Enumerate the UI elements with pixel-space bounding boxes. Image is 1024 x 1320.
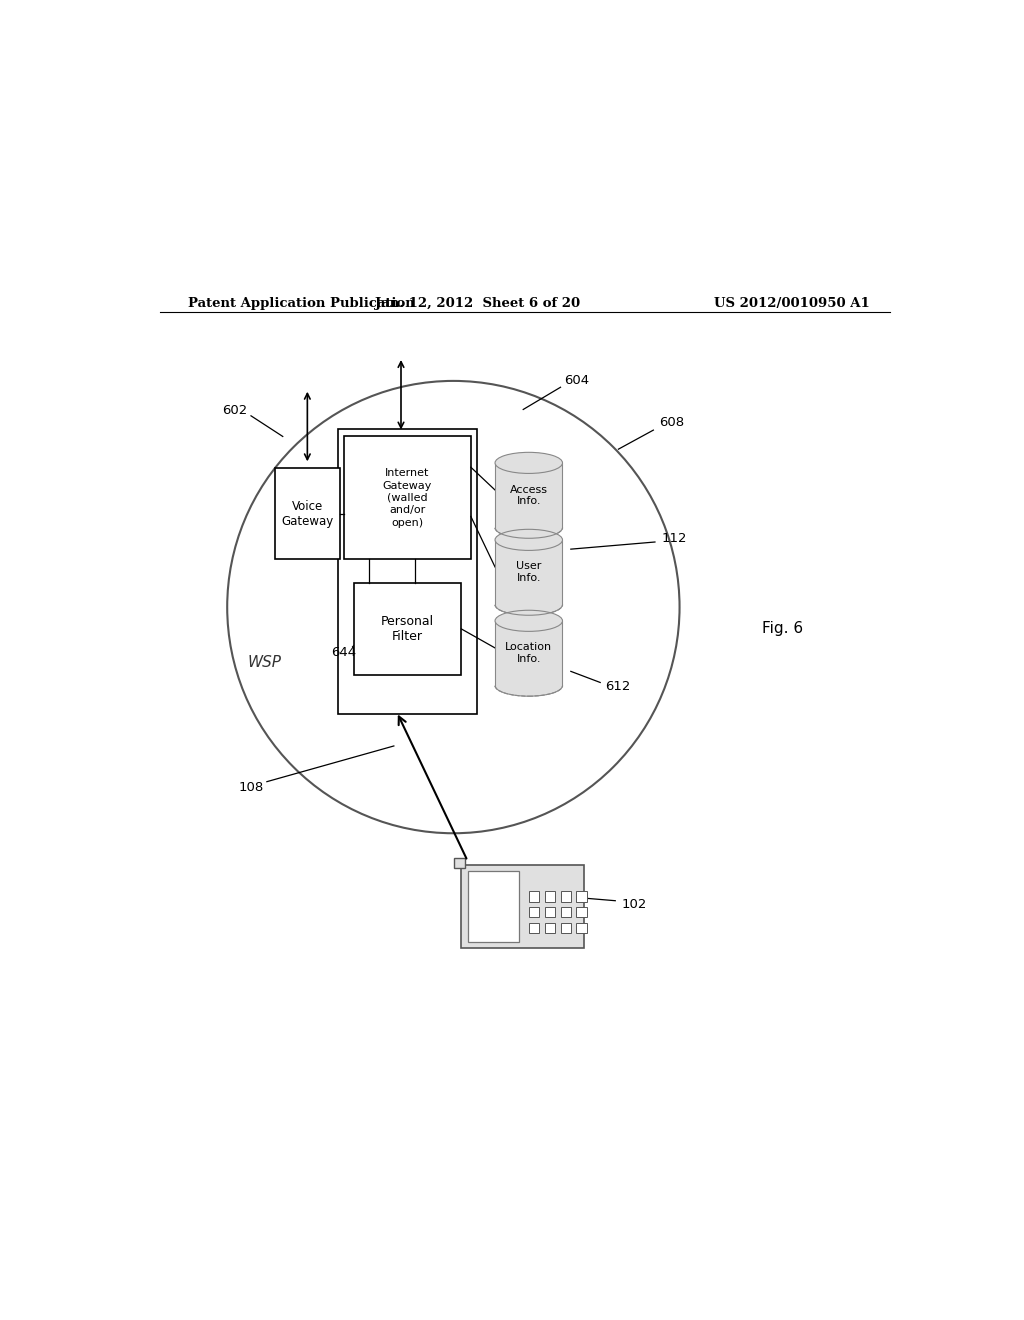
Text: 102: 102 (622, 898, 647, 911)
Ellipse shape (495, 594, 562, 615)
Text: 602: 602 (222, 404, 248, 417)
Text: Jan. 12, 2012  Sheet 6 of 20: Jan. 12, 2012 Sheet 6 of 20 (375, 297, 580, 310)
Text: User
Info.: User Info. (516, 561, 542, 583)
Bar (495, 540, 562, 605)
Bar (528, 923, 540, 933)
Bar (577, 923, 587, 933)
Bar (461, 865, 585, 948)
Bar (344, 437, 471, 560)
Ellipse shape (495, 453, 562, 474)
Ellipse shape (495, 675, 562, 696)
Text: 608: 608 (659, 416, 684, 429)
Text: 604: 604 (564, 375, 589, 387)
Bar (560, 891, 571, 902)
Text: Personal
Filter: Personal Filter (381, 615, 434, 643)
Bar (495, 463, 562, 528)
Text: 612: 612 (605, 680, 631, 693)
Bar (545, 907, 555, 917)
Text: Patent Application Publication: Patent Application Publication (187, 297, 415, 310)
Text: 644: 644 (332, 645, 356, 659)
Bar (528, 891, 540, 902)
Bar (354, 583, 461, 675)
Bar (577, 907, 587, 917)
Bar (528, 907, 540, 917)
Text: Internet
Gateway
(walled
and/or
open): Internet Gateway (walled and/or open) (383, 469, 432, 528)
Bar (545, 891, 555, 902)
Ellipse shape (495, 517, 562, 539)
Bar (495, 620, 562, 685)
Text: WSP: WSP (247, 655, 281, 671)
Text: Voice
Gateway: Voice Gateway (282, 500, 334, 528)
Text: 112: 112 (662, 532, 687, 545)
Ellipse shape (495, 529, 562, 550)
Bar (338, 429, 477, 714)
Bar (560, 907, 571, 917)
Text: Access
Info.: Access Info. (510, 484, 548, 506)
Ellipse shape (495, 610, 562, 631)
Bar (468, 871, 519, 942)
Text: 108: 108 (239, 780, 263, 793)
Text: Location
Info.: Location Info. (505, 643, 552, 664)
Text: US 2012/0010950 A1: US 2012/0010950 A1 (715, 297, 870, 310)
Bar (545, 923, 555, 933)
Bar (560, 923, 571, 933)
Bar (577, 891, 587, 902)
Bar (455, 858, 465, 867)
Text: Fig. 6: Fig. 6 (762, 620, 803, 636)
Bar (274, 469, 340, 560)
